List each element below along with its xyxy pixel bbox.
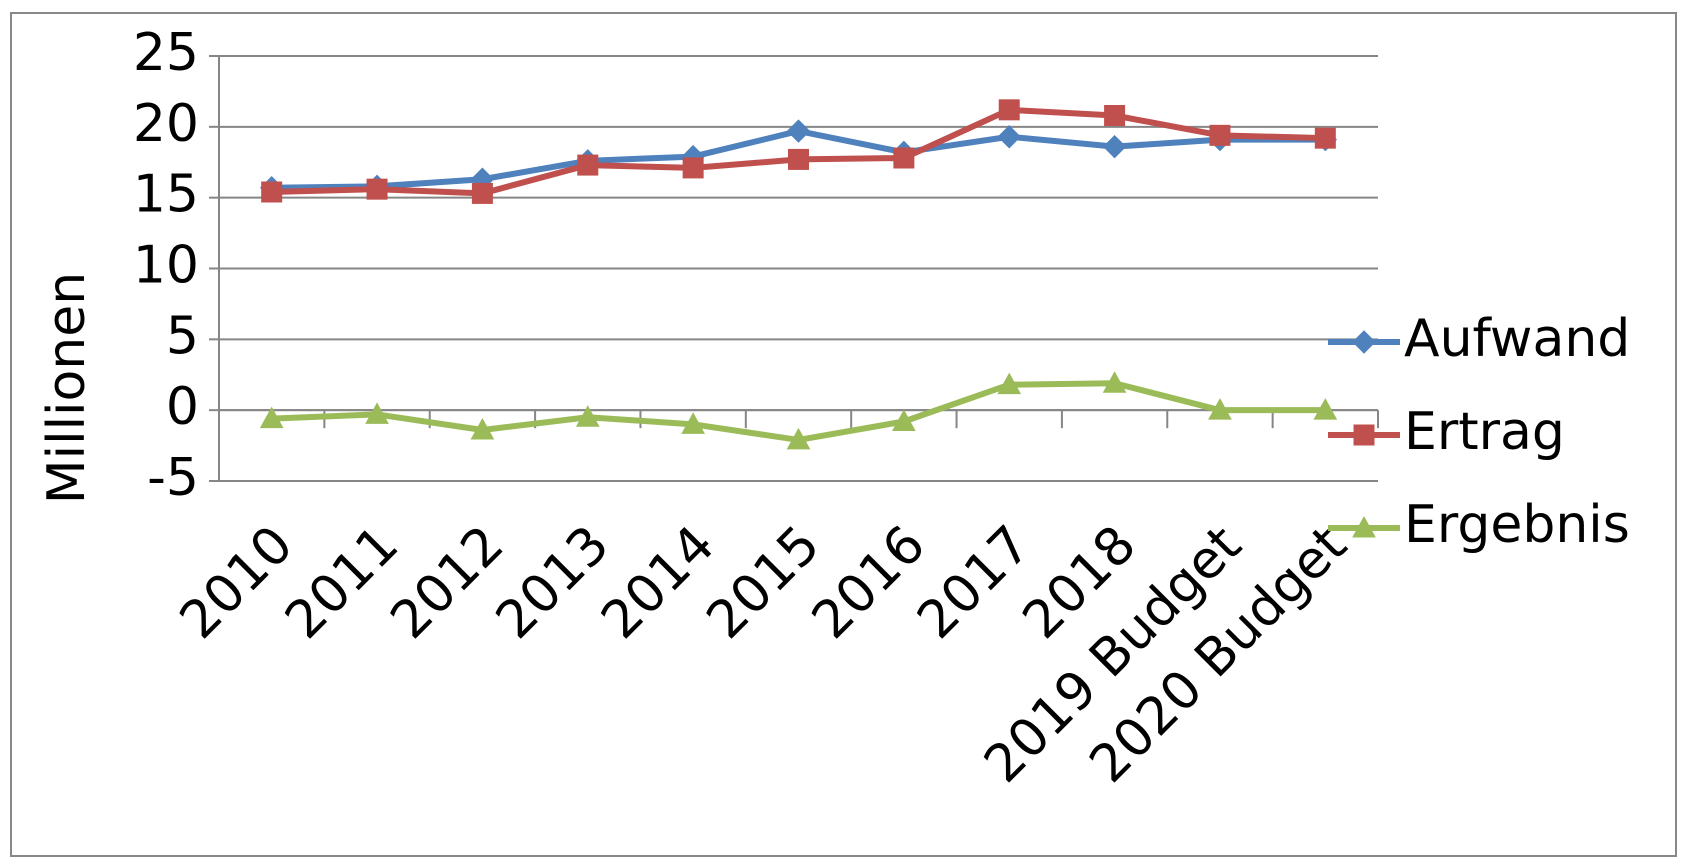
y-tick-label: 20	[133, 94, 199, 154]
data-point	[365, 402, 389, 424]
y-tick-label: -5	[147, 448, 199, 508]
data-point	[1209, 124, 1231, 146]
data-point	[998, 99, 1020, 121]
legend-label: Ertrag	[1404, 402, 1565, 462]
data-point	[1208, 398, 1232, 420]
data-point	[261, 181, 283, 203]
data-point	[893, 147, 915, 169]
data-point	[1313, 398, 1338, 420]
data-point	[471, 182, 493, 204]
data-point	[259, 406, 284, 429]
y-tick-label: 5	[166, 306, 199, 366]
data-point	[892, 409, 916, 431]
data-point	[1314, 127, 1336, 149]
data-point	[682, 157, 704, 179]
data-point	[1102, 134, 1127, 159]
y-tick-label: 0	[166, 377, 199, 437]
legend-marker	[1352, 330, 1376, 354]
legend-marker	[1353, 424, 1375, 446]
data-point	[788, 148, 809, 170]
y-tick-label: 25	[133, 23, 199, 83]
legend-marker	[1352, 515, 1376, 538]
y-axis-label: Millionen	[37, 272, 97, 504]
y-tick-label: 10	[133, 236, 199, 296]
data-point	[366, 178, 388, 200]
data-point	[681, 412, 705, 434]
data-point	[786, 427, 811, 450]
legend-label: Ergebnis	[1404, 495, 1630, 555]
data-point	[997, 125, 1021, 149]
data-point	[997, 372, 1022, 395]
data-point	[470, 417, 495, 440]
data-point	[786, 119, 811, 143]
legend-label: Aufwand	[1404, 309, 1630, 369]
y-tick-label: 15	[133, 165, 199, 225]
data-point	[575, 405, 600, 427]
data-point	[577, 154, 599, 176]
data-point	[1104, 105, 1126, 126]
data-point	[1102, 371, 1127, 393]
